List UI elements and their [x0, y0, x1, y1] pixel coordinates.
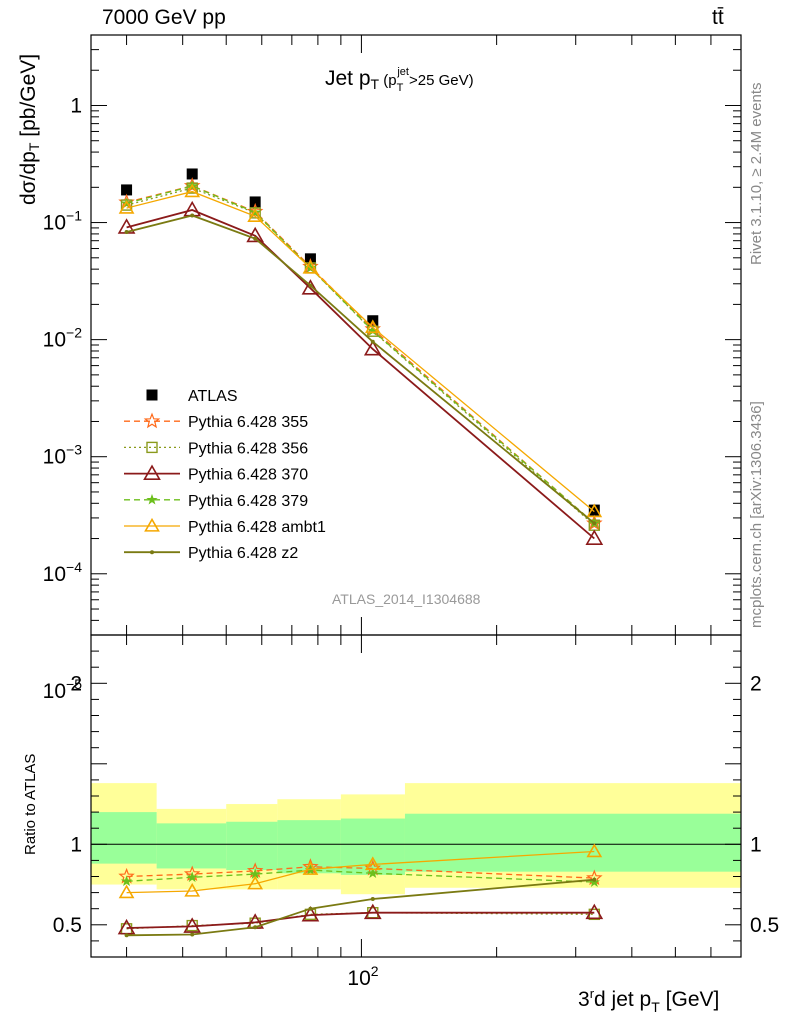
main-point-p370	[585, 529, 604, 545]
main-point-data	[121, 184, 133, 196]
band-inner-bin-1	[156, 823, 227, 869]
ratio-ytick-label-right: 1	[750, 833, 762, 856]
xtick-label: 102	[347, 963, 378, 990]
ratio-ytick-label-left: 0.5	[53, 914, 82, 937]
main-point-z2	[124, 230, 129, 235]
watermark: ATLAS_2014_I1304688	[332, 591, 481, 607]
ratio-ylabel: Ratio to ATLAS	[22, 754, 39, 855]
legend: ATLAS Pythia 6.428 355 Pythia 6.428 356 Pyt…	[124, 388, 326, 562]
ratio-point-ambt1	[586, 843, 603, 858]
main-point-ambt1	[302, 259, 319, 274]
ratio-point-z2	[592, 877, 597, 882]
main-point-data	[588, 504, 600, 516]
legend-marker-z2	[150, 550, 154, 555]
ratio-line-ambt1	[126, 850, 595, 894]
main-point-p379	[249, 206, 261, 218]
main-ytick-label: 1	[70, 94, 82, 117]
ratio-point-p370	[183, 917, 202, 933]
ratio-line-p379	[126, 869, 595, 883]
ratio-point-z2	[124, 933, 129, 938]
main-ytick-label: 10−1	[43, 208, 83, 235]
energy-label: 7000 GeV pp	[102, 6, 226, 29]
ratio-point-p370	[585, 903, 604, 920]
legend-label-z2: Pythia 6.428 z2	[188, 545, 298, 562]
main-point-z2	[190, 213, 195, 218]
main-point-ambt1	[586, 503, 603, 518]
ratio-line-p355	[126, 866, 595, 879]
band-inner-bin-2	[226, 821, 278, 871]
legend-label-data: ATLAS	[188, 388, 238, 405]
band-inner-bin-0	[91, 812, 157, 864]
legend-label-ambt1: Pythia 6.428 ambt1	[188, 519, 326, 536]
ratio-point-z2	[190, 932, 195, 937]
legend-label-p356: Pythia 6.428 356	[188, 440, 308, 457]
main-line-p379	[126, 185, 595, 524]
main-ytick-label: 10−3	[43, 442, 83, 469]
main-point-z2	[592, 521, 597, 526]
main-point-p370	[301, 279, 320, 295]
main-line-ambt1	[126, 190, 595, 513]
ratio-point-ambt1	[302, 861, 319, 875]
ratio-point-p379	[186, 871, 198, 883]
main-point-z2	[253, 236, 258, 241]
ratio-point-z2	[253, 925, 258, 930]
main-point-data	[186, 168, 198, 180]
legend-marker-p379	[146, 493, 158, 505]
main-point-ambt1	[364, 319, 381, 334]
axis-ticks: 10−5 10−4 10−3 10−2 10−1 1 0.5 0.5 1 1 2 2 102	[43, 34, 779, 990]
main-point-data	[249, 196, 261, 208]
legend-marker-ambt1	[144, 517, 160, 532]
ratio-point-p379	[367, 867, 379, 879]
main-ytick-label: 10−2	[43, 325, 83, 352]
legend-marker-p356	[146, 441, 158, 454]
legend-label-p370: Pythia 6.428 370	[188, 467, 308, 484]
ratio-uncertainty-bands	[91, 783, 741, 895]
main-point-z2	[370, 339, 375, 344]
legend-marker-p355	[143, 412, 161, 429]
ratio-series-group	[117, 843, 604, 938]
ratio-point-ambt1	[184, 882, 201, 897]
ratio-point-z2	[370, 897, 375, 902]
main-point-p370	[246, 226, 265, 243]
main-point-ambt1	[118, 199, 135, 214]
main-title: Jet pT (pTjet>25 GeV)	[325, 66, 474, 94]
band-inner-bin-5	[404, 813, 741, 872]
ratio-ytick-label-left: 2	[70, 672, 82, 695]
main-series-group	[117, 168, 604, 545]
legend-label-p379: Pythia 6.428 379	[188, 493, 308, 510]
ratio-point-ambt1	[247, 875, 264, 890]
main-ylabel: dσ/dpT [pb/GeV]	[17, 54, 42, 205]
main-point-ambt1	[184, 183, 201, 198]
ratio-point-ambt1	[364, 856, 381, 871]
main-line-p370	[126, 209, 595, 540]
main-ytick-label: 10−5	[43, 676, 83, 703]
ratio-point-p379	[120, 875, 133, 887]
process-label: tt̄	[712, 6, 724, 29]
main-point-p370	[363, 340, 382, 356]
ratio-line-z2	[126, 878, 595, 937]
xaxis-label: 3rd jet pT [GeV]	[578, 986, 719, 1015]
ratio-point-z2	[308, 906, 313, 911]
ratio-ytick-label-right: 0.5	[750, 914, 779, 937]
ratio-point-p370	[363, 903, 382, 920]
main-line-p355	[126, 185, 595, 524]
ratio-ytick-label-left: 1	[70, 833, 82, 856]
legend-label-p355: Pythia 6.428 355	[188, 414, 308, 431]
ratio-ytick-label-right: 2	[750, 672, 762, 695]
ratio-point-ambt1	[118, 884, 135, 899]
ratio-point-p370	[301, 906, 320, 922]
main-point-z2	[308, 283, 313, 288]
legend-marker-data	[146, 389, 158, 401]
main-point-ambt1	[247, 208, 264, 223]
main-ytick-label: 10−4	[43, 559, 83, 586]
main-line-z2	[126, 214, 595, 524]
legend-marker-p370	[143, 464, 161, 481]
